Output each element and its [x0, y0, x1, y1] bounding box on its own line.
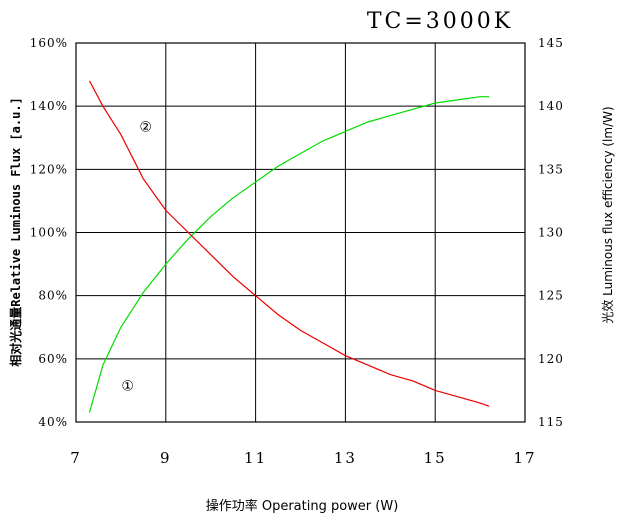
x-tick-label: 13 — [334, 449, 357, 467]
y-right-tick-label: 130 — [538, 226, 564, 240]
y-left-tick-label: 160% — [30, 36, 68, 50]
y-right-tick-label: 145 — [538, 36, 564, 50]
y-right-tick-label: 120 — [538, 352, 564, 366]
y-left-tick-label: 100% — [30, 226, 68, 240]
y-right-tick-label: 125 — [538, 289, 564, 303]
y-left-tick-label: 40% — [38, 415, 68, 429]
y-axis-right-label: 光效 Luminous flux efficiency (lm/W) — [600, 106, 615, 323]
y-right-tick-label: 135 — [538, 162, 564, 176]
x-tick-label: 17 — [513, 449, 536, 467]
series-annotation: ② — [139, 119, 152, 135]
y-right-tick-label: 140 — [538, 99, 564, 113]
chart-title: TC=3000K — [367, 9, 513, 34]
x-tick-label: 11 — [244, 449, 267, 467]
annotations: ②① — [121, 119, 152, 394]
y-right-tick-label: 115 — [538, 415, 564, 429]
y-left-tick-label: 140% — [30, 99, 68, 113]
y-left-tick-label: 80% — [38, 289, 68, 303]
series-line-1 — [90, 97, 490, 413]
y-left-tick-label: 120% — [30, 162, 68, 176]
series-annotation: ① — [121, 378, 134, 394]
y-left-tick-label: 60% — [38, 352, 68, 366]
y-axis-left-label: 相对光通量Relative Luminous Flux [a.u.] — [8, 97, 23, 367]
x-axis-label: 操作功率 Operating power (W) — [206, 498, 399, 514]
x-tick-label: 7 — [70, 449, 82, 467]
tick-labels: 7 9 11 13 15 17 40% 60% 80% 100% 120% 140% 160% 115 12… — [30, 36, 564, 467]
x-tick-label: 9 — [160, 449, 172, 467]
x-tick-label: 15 — [424, 449, 447, 467]
